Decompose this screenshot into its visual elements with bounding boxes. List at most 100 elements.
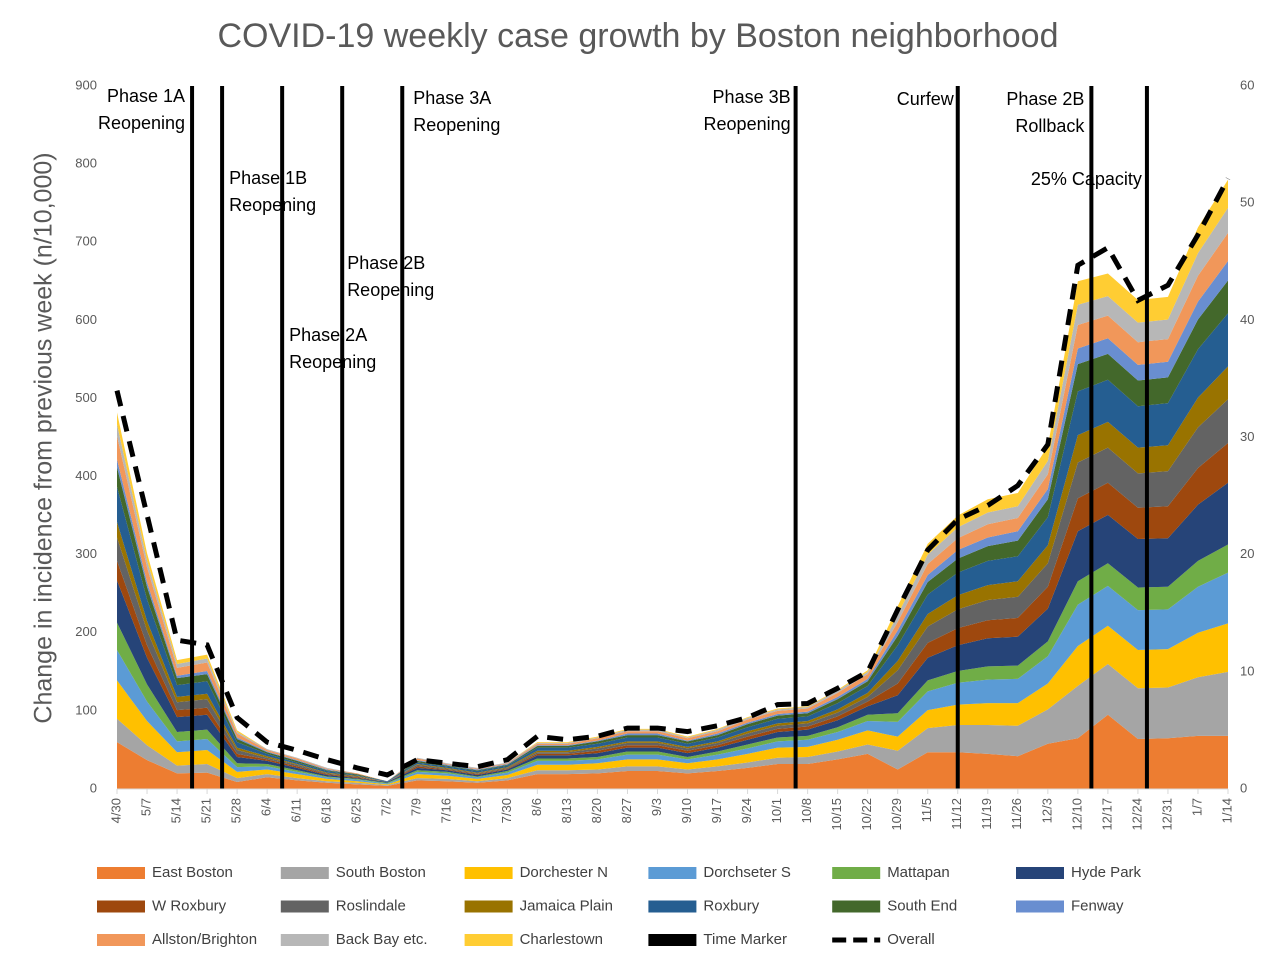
annotation: Reopening	[413, 115, 500, 135]
annotation: Phase 3B	[713, 87, 791, 107]
annotation: Reopening	[229, 195, 316, 215]
area	[117, 572, 1228, 785]
legend-label: Roslindale	[336, 897, 406, 914]
legend-label: Back Bay etc.	[336, 931, 428, 948]
x-tick-label: 8/13	[559, 798, 574, 823]
legend-label: Overall	[887, 931, 935, 948]
y-tick-label: 700	[75, 234, 97, 249]
y2-tick-label: 50	[1240, 195, 1254, 210]
legend-label: East Boston	[152, 864, 233, 881]
x-tick-label: 11/12	[949, 798, 964, 830]
legend-label: Jamaica Plain	[520, 897, 613, 914]
overall-line	[114, 177, 1231, 778]
y-tick-label: 900	[75, 77, 97, 92]
legend-swatch	[97, 867, 145, 879]
area	[117, 714, 1228, 789]
annotation: Phase 1A	[107, 86, 185, 106]
x-tick-label: 6/4	[259, 798, 274, 816]
annotation: Phase 2A	[289, 325, 367, 345]
x-tick-label: 10/22	[859, 798, 874, 831]
legend-label: Charlestown	[520, 931, 603, 948]
x-tick-label: 7/23	[469, 798, 484, 823]
x-tick-label: 9/24	[739, 798, 754, 823]
x-tick-label: 5/21	[199, 798, 214, 823]
legend-label: Allston/Brighton	[152, 931, 257, 948]
legend-label: Dorchseter S	[703, 864, 791, 881]
y-axis-title: Change in incidence from previous week (…	[30, 152, 58, 723]
annotation: Reopening	[98, 113, 185, 133]
y-tick-label: 200	[75, 624, 97, 639]
legend-label: Mattapan	[887, 864, 950, 881]
x-tick-label: 8/6	[529, 798, 544, 816]
chart-title: COVID-19 weekly case growth by Boston ne…	[217, 17, 1058, 55]
x-tick-label: 12/31	[1159, 798, 1174, 831]
annotation: Phase 2B	[347, 253, 425, 273]
x-tick-label: 6/11	[289, 798, 304, 822]
annotation: Reopening	[347, 280, 434, 300]
y-tick-label: 100	[75, 702, 97, 717]
legend-swatch	[648, 867, 697, 879]
y2-tick-label: 10	[1240, 663, 1254, 678]
y2-tick-label: 0	[1240, 780, 1247, 795]
legend-swatch	[1016, 900, 1064, 913]
legend-label: South Boston	[336, 864, 426, 881]
annotation: Reopening	[704, 114, 791, 134]
legend-swatch	[464, 900, 513, 913]
x-tick-label: 12/3	[1039, 798, 1054, 823]
x-tick-label: 5/14	[168, 798, 183, 823]
x-tick-label: 10/15	[829, 798, 844, 831]
x-tick-label: 9/10	[679, 798, 694, 823]
legend-label: Fenway	[1071, 897, 1124, 914]
annotation: Phase 2B	[1006, 89, 1084, 109]
x-tick-label: 9/3	[649, 798, 664, 816]
legend-label: South End	[887, 897, 957, 914]
legend-swatch	[97, 900, 145, 913]
y-tick-label: 0	[90, 780, 97, 795]
annotation: 25% Capacity	[1031, 169, 1142, 189]
x-tick-label: 10/29	[889, 798, 904, 831]
annotation: Phase 1B	[229, 168, 307, 188]
x-tick-label: 7/30	[499, 798, 514, 823]
y-tick-label: 300	[75, 546, 97, 561]
x-tick-label: 5/28	[229, 798, 244, 823]
x-tick-label: 6/18	[319, 798, 334, 823]
x-tick-label: 6/25	[349, 798, 364, 823]
x-tick-label: 7/2	[379, 798, 394, 816]
legend-swatch	[464, 934, 513, 946]
y2-tick-label: 30	[1240, 429, 1254, 444]
x-tick-label: 1/14	[1219, 798, 1234, 823]
y2-tick-label: 60	[1240, 77, 1254, 92]
legend-swatch	[832, 900, 881, 913]
legend-label: W Roxbury	[152, 897, 227, 914]
x-tick-label: 7/16	[439, 798, 454, 823]
legend-swatch	[832, 867, 881, 879]
y2-tick-label: 20	[1240, 546, 1254, 561]
x-tick-label: 10/8	[799, 798, 814, 823]
areas	[117, 179, 1228, 789]
x-tick-label: 12/10	[1069, 798, 1084, 831]
y-tick-label: 400	[75, 468, 97, 483]
y-tick-label: 800	[75, 156, 97, 171]
x-tick-label: 9/17	[709, 798, 724, 823]
annotation: Phase 3A	[413, 88, 491, 108]
legend-label: Time Marker	[703, 931, 787, 948]
legend-swatch	[280, 867, 329, 879]
area	[117, 623, 1228, 786]
x-tick-label: 11/5	[919, 798, 934, 822]
legend-swatch	[280, 934, 329, 946]
annotation: Reopening	[289, 352, 376, 372]
x-tick-label: 11/19	[979, 798, 994, 830]
x-tick-label: 12/24	[1129, 798, 1144, 831]
annotation: Curfew	[897, 89, 955, 109]
x-tick-label: 8/20	[589, 798, 604, 823]
legend-swatch	[1016, 867, 1064, 879]
x-tick-label: 1/7	[1189, 798, 1204, 816]
x-tick-label: 4/30	[108, 798, 123, 823]
legend-swatch	[464, 867, 513, 879]
y2-tick-label: 40	[1240, 312, 1254, 327]
x-tick-label: 10/1	[769, 798, 784, 823]
x-tick-label: 7/9	[409, 798, 424, 816]
area	[117, 482, 1228, 783]
legend-label: Dorchester N	[520, 864, 608, 881]
